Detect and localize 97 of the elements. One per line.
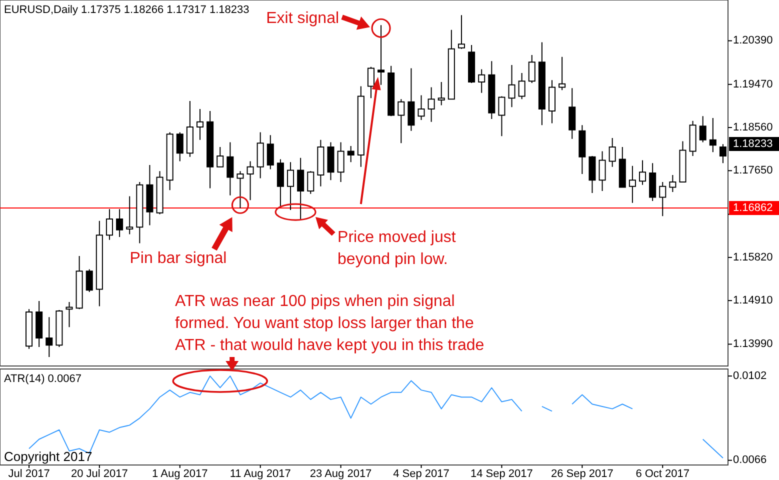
candlestick	[588, 155, 596, 194]
candlestick	[548, 80, 556, 124]
candlestick	[719, 144, 726, 164]
y-tick-label: 1.13990	[733, 338, 773, 350]
annotation: ATR was near 100 pips when pin signal formed. You want stop loss larger than the ATR - that would have kept you in this trade	[175, 293, 484, 354]
y-tick-label: 0.0102	[733, 370, 767, 382]
candlestick	[286, 162, 294, 211]
candlestick	[649, 162, 656, 202]
candlestick	[568, 88, 576, 140]
candlestick	[297, 157, 304, 220]
candlestick	[518, 72, 526, 100]
y-tick-label: 1.14910	[733, 294, 773, 306]
candlestick	[276, 158, 284, 208]
candlestick	[337, 142, 344, 183]
candlestick	[66, 301, 73, 328]
candlestick	[266, 134, 274, 170]
candlestick	[498, 96, 506, 137]
candlestick	[418, 94, 425, 120]
candlestick	[538, 42, 546, 126]
candlestick	[618, 146, 626, 188]
candlestick	[628, 165, 636, 204]
candlestick	[26, 308, 33, 350]
candlestick	[216, 146, 224, 168]
y-tick-label: 0.0066	[733, 454, 767, 466]
candlestick	[116, 208, 124, 238]
candlestick	[126, 196, 134, 235]
candlestick	[196, 108, 204, 140]
text: 1.18233	[733, 138, 773, 150]
candlestick	[76, 256, 83, 310]
y-tick-label: 1.20390	[733, 34, 773, 47]
candlestick	[86, 268, 93, 293]
candlestick	[669, 174, 676, 193]
x-tick-label: Jul 2017	[8, 468, 50, 480]
candlestick	[226, 142, 234, 196]
candlestick	[528, 54, 536, 84]
candlestick	[317, 139, 324, 187]
candlestick	[578, 124, 586, 174]
candlestick	[146, 164, 154, 226]
y-tick-label: 1.19470	[733, 78, 773, 90]
candlestick	[398, 98, 405, 144]
candlestick	[448, 29, 455, 100]
candlestick	[357, 86, 364, 168]
annotation: Pin bar signal	[130, 250, 227, 268]
candlestick	[136, 182, 144, 244]
candlestick	[438, 82, 445, 106]
candlestick	[186, 100, 194, 158]
x-tick-label: 11 Aug 2017	[230, 468, 291, 480]
candlestick	[638, 160, 646, 186]
candlestick	[56, 310, 63, 348]
candlestick	[659, 182, 666, 217]
annotation: Copyright 2017	[4, 449, 92, 464]
x-tick-label: 6 Oct 2017	[636, 468, 690, 480]
annotation: Price moved just beyond pin low.	[338, 229, 456, 268]
chart-title: ATR(14) 0.0067	[4, 373, 82, 385]
candlestick	[598, 150, 606, 192]
candlestick	[689, 120, 696, 156]
candlestick	[558, 56, 566, 91]
candlestick	[709, 118, 716, 153]
y-tick-label: 1.18560	[733, 121, 773, 134]
x-tick-label: 26 Sep 2017	[550, 468, 614, 480]
candlestick	[156, 170, 164, 215]
x-tick-label: 1 Aug 2017	[152, 468, 208, 480]
ref-line-label: 1.16862	[733, 202, 773, 214]
candlestick	[468, 44, 476, 84]
candlestick	[378, 24, 385, 86]
candlestick	[458, 14, 466, 50]
candlestick	[608, 137, 616, 168]
x-tick-label: 23 Aug 2017	[310, 468, 372, 480]
candlestick	[408, 68, 415, 132]
x-tick-label: 20 Jul 2017	[70, 468, 128, 480]
candlestick	[307, 170, 314, 194]
candlestick	[478, 68, 486, 94]
candlestick	[327, 142, 334, 181]
candlestick	[679, 140, 686, 183]
candlestick	[699, 116, 706, 143]
x-tick-label: 14 Sep 2017	[470, 468, 533, 480]
y-tick-label: 1.17650	[733, 164, 773, 177]
candlestick	[428, 86, 435, 122]
candlestick	[508, 64, 516, 108]
candlestick	[206, 110, 214, 189]
candlestick	[36, 300, 43, 348]
candlestick	[256, 132, 264, 179]
x-tick-label: 4 Sep 2017	[393, 468, 450, 480]
candlestick	[246, 160, 254, 201]
chart-title: EURUSD,Daily 1.17375 1.18266 1.17317 1.18233	[4, 4, 250, 16]
candlestick	[166, 132, 174, 191]
candlestick	[176, 132, 184, 162]
candlestick	[46, 316, 53, 358]
annotation: Exit signal	[266, 10, 340, 28]
candlestick	[488, 60, 496, 120]
candlestick	[96, 220, 103, 307]
candlestick	[106, 208, 114, 240]
candlestick	[236, 170, 244, 209]
candlestick	[367, 66, 374, 99]
candlestick	[347, 146, 354, 163]
candlestick	[388, 65, 395, 117]
y-tick-label: 1.15820	[733, 251, 773, 264]
